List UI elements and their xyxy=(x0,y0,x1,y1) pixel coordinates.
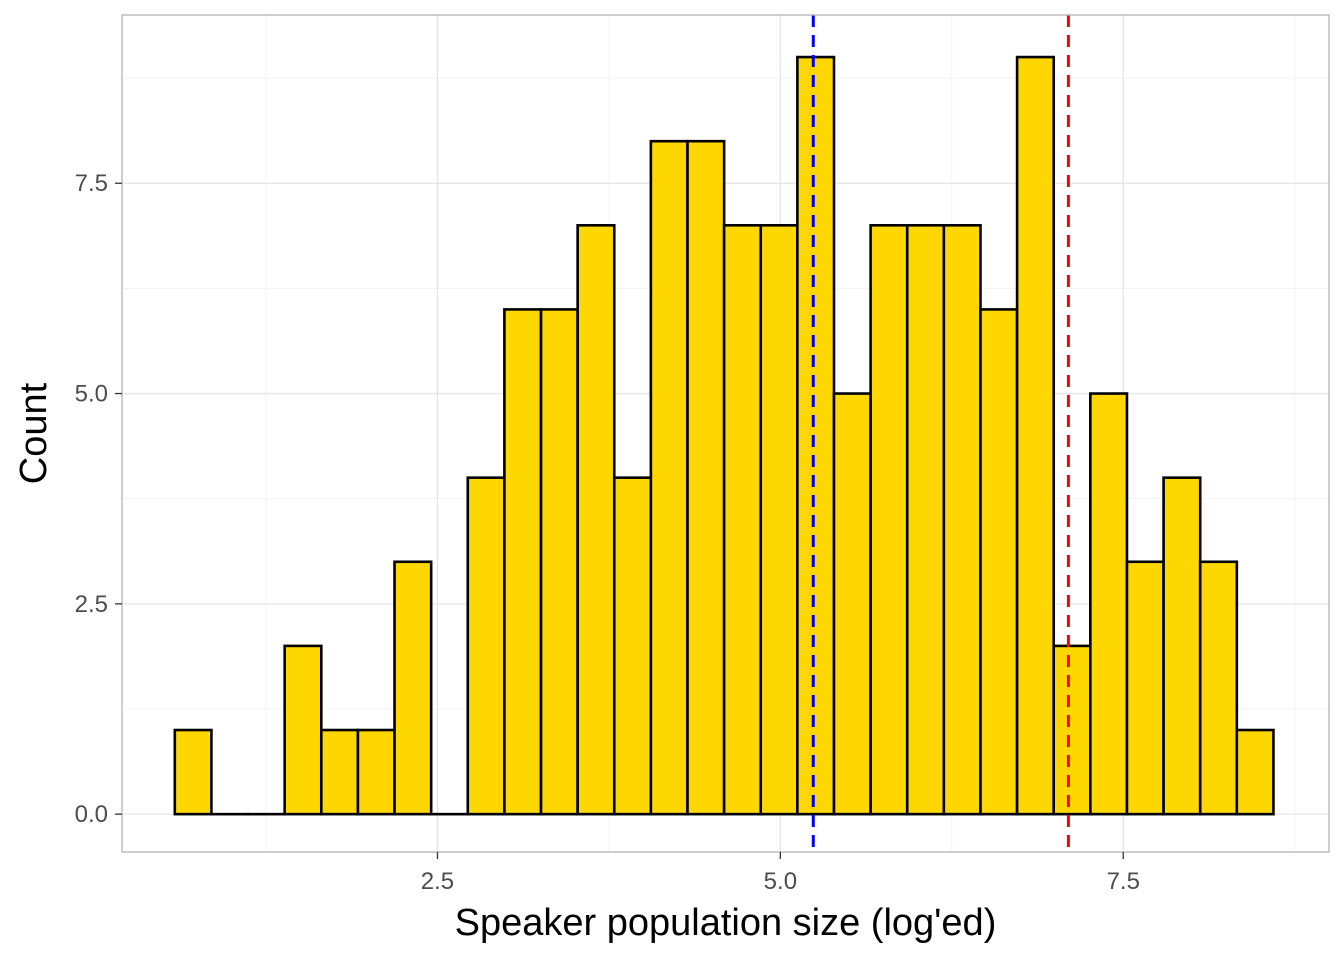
histogram-bar xyxy=(319,728,360,816)
x-tick-label: 7.5 xyxy=(1107,868,1140,895)
x-axis-title: Speaker population size (log'ed) xyxy=(455,902,997,944)
histogram-bar xyxy=(796,55,836,816)
histogram-bar xyxy=(1052,644,1092,816)
y-axis-title: Count xyxy=(13,382,55,484)
y-tick-label: 2.5 xyxy=(75,591,108,618)
histogram-bar xyxy=(1235,728,1275,816)
y-tick-label: 5.0 xyxy=(75,381,108,408)
histogram-bar xyxy=(942,224,982,816)
histogram-bar xyxy=(1162,476,1202,816)
y-tick-labels: 0.0 2.5 5.0 7.5 xyxy=(75,170,108,828)
x-tick-labels: 2.5 5.0 7.5 xyxy=(421,868,1140,895)
histogram-bar xyxy=(759,224,799,816)
histogram-bar xyxy=(539,308,579,816)
x-tick-label: 2.5 xyxy=(421,868,454,895)
histogram-bar xyxy=(832,392,872,816)
histogram-bar xyxy=(503,308,543,816)
histogram-bar xyxy=(393,560,433,816)
histogram-bar xyxy=(1089,392,1129,816)
histogram-bar xyxy=(979,308,1019,816)
histogram-bar xyxy=(905,224,946,816)
histogram-bar xyxy=(612,476,653,816)
histogram-bar xyxy=(686,139,726,816)
histogram-bar xyxy=(869,224,909,816)
y-tick-label: 0.0 xyxy=(75,801,108,828)
histogram-bar xyxy=(722,224,763,816)
histogram-bar xyxy=(466,476,506,816)
histogram-bar xyxy=(1125,560,1165,816)
histogram-bar xyxy=(283,644,323,816)
x-tick-label: 5.0 xyxy=(764,868,797,895)
histogram-bar xyxy=(356,728,396,816)
y-tick-label: 7.5 xyxy=(75,170,108,197)
histogram-bar xyxy=(1198,560,1239,816)
panel-border xyxy=(121,14,1330,853)
histogram-bars xyxy=(173,55,1275,816)
histogram-bar xyxy=(173,728,213,816)
histogram-bar xyxy=(649,139,689,816)
histogram-bar xyxy=(1015,55,1056,816)
histogram-bar xyxy=(576,224,616,816)
axis-ticks xyxy=(115,182,1124,859)
